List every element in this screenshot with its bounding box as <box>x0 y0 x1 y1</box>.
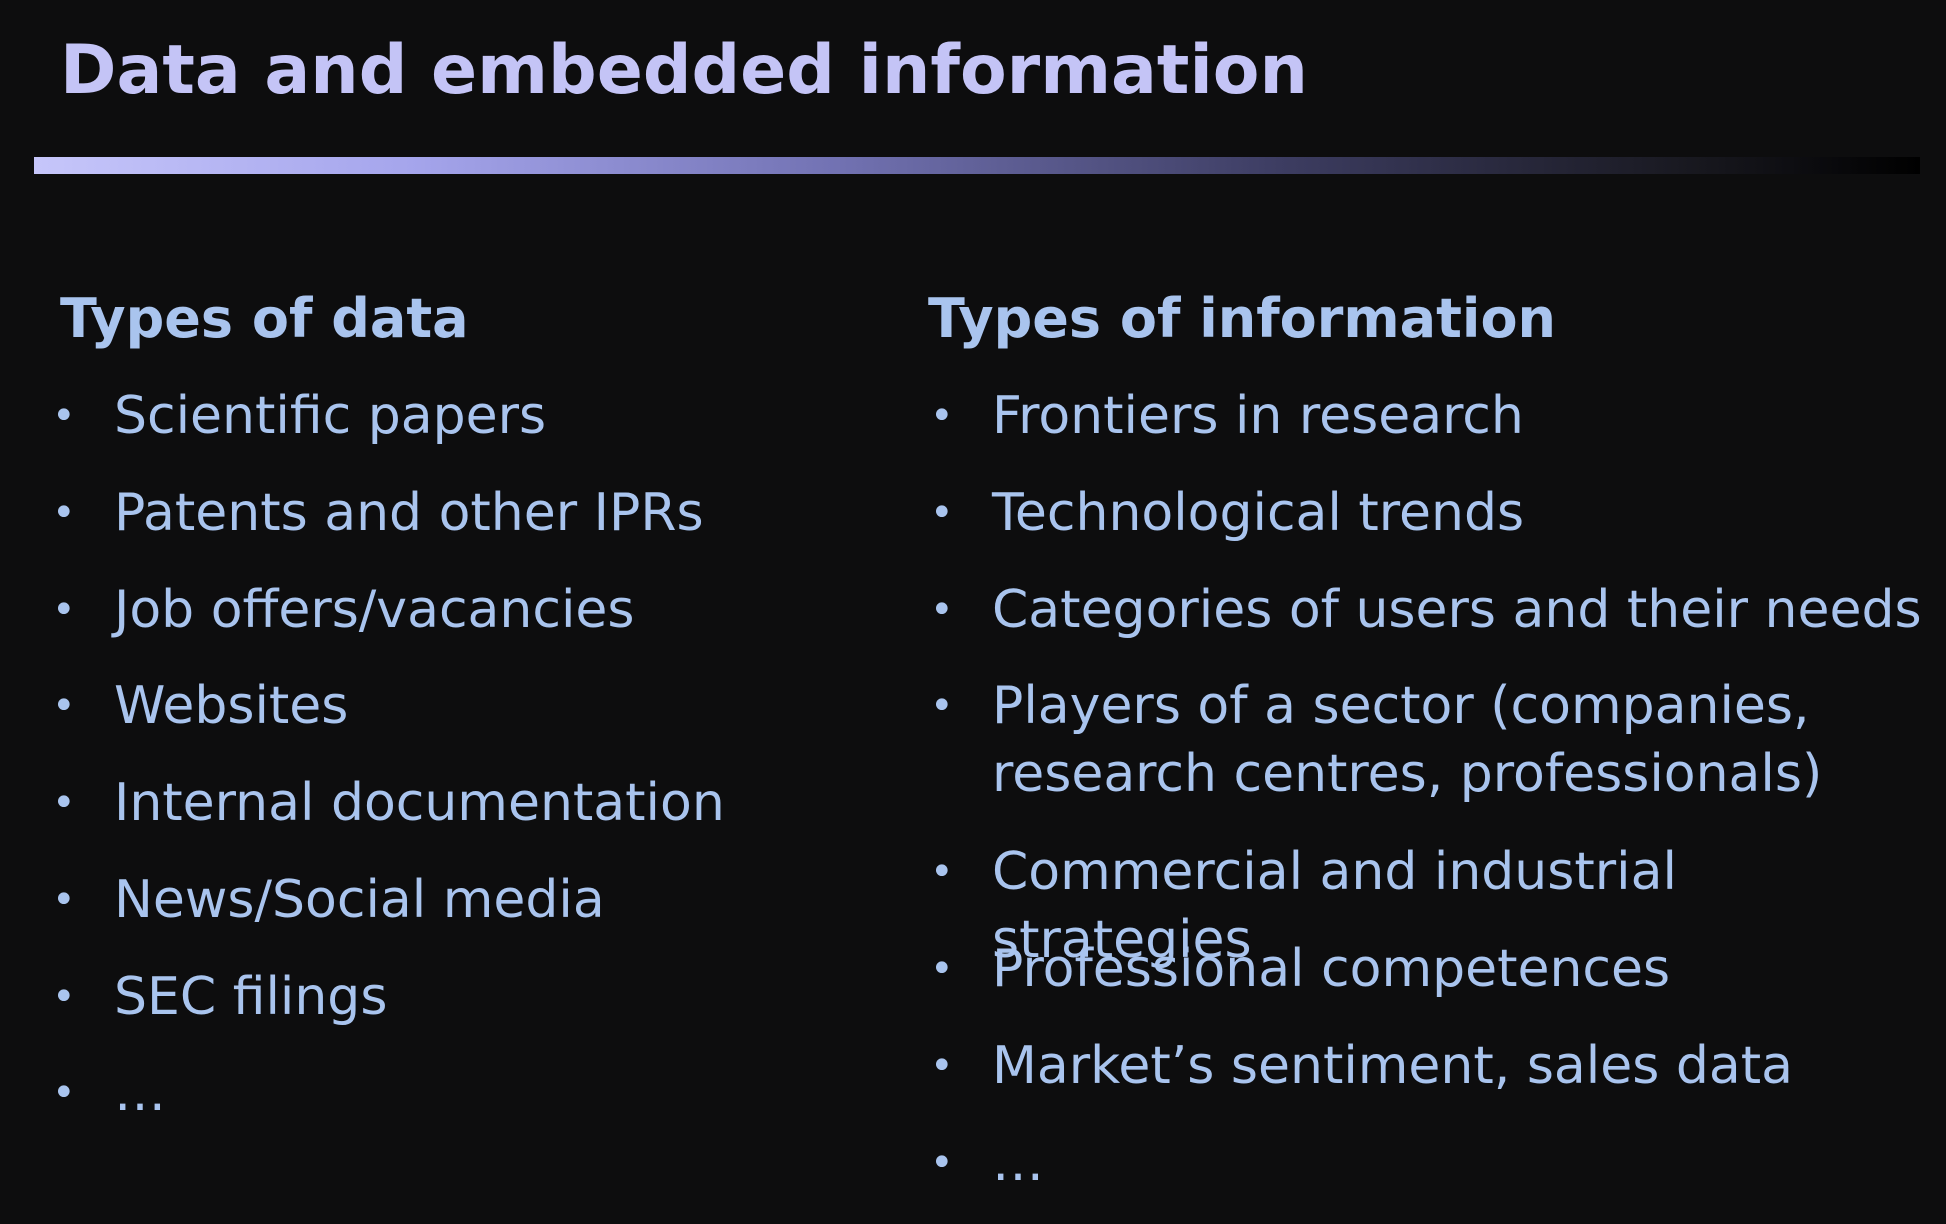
list-item: • Scientific papers <box>52 382 547 450</box>
list-item-text: Players of a sector (companies, research… <box>992 676 1823 804</box>
list-item-text: Market’s sentiment, sales data <box>992 1036 1793 1096</box>
list-item-text: Websites <box>114 676 349 736</box>
list-item: • Professional competences <box>930 935 1932 1003</box>
bullet-icon: • <box>52 587 76 633</box>
list-item: • Job offers/vacancies <box>52 576 635 644</box>
slide-title: Data and embedded information <box>60 31 1308 110</box>
list-item: • Categories of users and their needs <box>930 576 1932 644</box>
title-divider <box>34 157 1920 174</box>
list-item: • Players of a sector (companies, resear… <box>930 672 1932 808</box>
bullet-icon: • <box>930 393 954 439</box>
bullet-icon: • <box>930 946 954 992</box>
bullet-icon: • <box>52 490 76 536</box>
list-item: • Commercial and industrial strategies <box>930 838 1932 974</box>
bullet-icon: • <box>52 974 76 1020</box>
list-item: • News/Social media <box>52 866 605 934</box>
bullet-icon: • <box>52 1070 76 1116</box>
types-of-data-heading: Types of data <box>60 287 469 350</box>
bullet-icon: • <box>52 877 76 923</box>
list-item: • Internal documentation <box>52 769 725 837</box>
list-item: • Technological trends <box>930 479 1932 547</box>
list-item: • Frontiers in research <box>930 382 1932 450</box>
list-item-text: Job offers/vacancies <box>114 580 635 640</box>
bullet-icon: • <box>930 1140 954 1186</box>
list-item-text: Commercial and industrial strategies <box>992 842 1677 970</box>
list-item: • Websites <box>52 672 349 740</box>
list-item-text: … <box>114 1063 166 1123</box>
bullet-icon: • <box>52 780 76 826</box>
list-item: • … <box>930 1129 1932 1197</box>
list-item-text: Patents and other IPRs <box>114 483 704 543</box>
bullet-icon: • <box>930 587 954 633</box>
bullet-icon: • <box>930 1043 954 1089</box>
bullet-icon: • <box>52 393 76 439</box>
list-item: • Patents and other IPRs <box>52 479 704 547</box>
bullet-icon: • <box>930 849 954 895</box>
list-item: • Market’s sentiment, sales data <box>930 1032 1932 1100</box>
list-item-text: Technological trends <box>992 483 1525 543</box>
list-item-text: Professional competences <box>992 939 1671 999</box>
list-item: • … <box>52 1059 166 1127</box>
bullet-icon: • <box>930 490 954 536</box>
list-item-text: Internal documentation <box>114 773 725 833</box>
bullet-icon: • <box>52 683 76 729</box>
list-item-text: News/Social media <box>114 870 605 930</box>
list-item-text: SEC filings <box>114 967 388 1027</box>
list-item-text: … <box>992 1133 1044 1193</box>
bullet-icon: • <box>930 683 954 729</box>
list-item-text: Frontiers in research <box>992 386 1524 446</box>
list-item-text: Scientific papers <box>114 386 547 446</box>
types-of-information-heading: Types of information <box>928 287 1556 350</box>
list-item-text: Categories of users and their needs <box>992 580 1922 640</box>
list-item: • SEC filings <box>52 963 388 1031</box>
